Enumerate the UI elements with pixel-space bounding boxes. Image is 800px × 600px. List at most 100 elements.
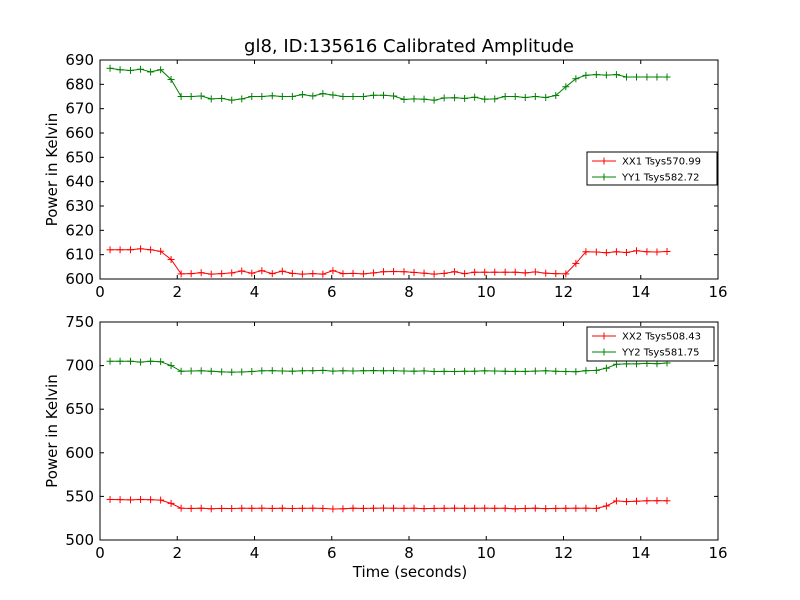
data-point (380, 367, 388, 375)
data-point (501, 367, 509, 375)
x-tick-label: 4 (250, 544, 260, 562)
data-point (137, 65, 145, 73)
data-point (187, 367, 195, 375)
data-point (491, 504, 499, 512)
data-point (380, 504, 388, 512)
data-point (440, 504, 448, 512)
data-point (380, 268, 388, 276)
data-point (329, 267, 337, 275)
x-tick-label: 6 (327, 544, 337, 562)
legend-label: XX2 Tsys508.43 (622, 332, 701, 343)
legend-item: YY1 Tsys582.72 (592, 173, 700, 184)
data-point (268, 270, 276, 278)
data-point (319, 90, 327, 98)
y-axis-label: Power in Kelvin (43, 374, 61, 488)
data-point (420, 269, 428, 277)
data-point (410, 504, 418, 512)
data-point (106, 246, 114, 254)
y-tick-label: 670 (65, 100, 94, 118)
data-point (248, 93, 256, 100)
data-point (258, 93, 266, 100)
y-tick-label: 680 (65, 75, 94, 93)
data-point (339, 270, 347, 278)
data-point (258, 504, 266, 512)
data-point (207, 505, 215, 513)
data-point (309, 270, 317, 278)
data-point (511, 268, 519, 276)
data-point (218, 504, 226, 512)
data-point (633, 247, 641, 255)
data-point (542, 93, 550, 101)
data-point (349, 269, 357, 277)
data-point (400, 268, 408, 276)
data-point (572, 75, 580, 83)
data-point (440, 94, 448, 102)
data-point (116, 496, 124, 504)
y-axis-label: Power in Kelvin (43, 113, 61, 227)
legend-label: YY1 Tsys582.72 (621, 173, 700, 184)
data-point (491, 268, 499, 276)
data-point (552, 92, 560, 100)
data-point (461, 504, 469, 512)
chart-top: 0 2 4 6 8 10 12 14 16 600 610 620 630 640 650 660 670 680… (43, 51, 728, 301)
y-tick-label: 600 (65, 270, 94, 288)
data-point (359, 270, 367, 278)
data-point (319, 270, 327, 278)
data-point (268, 92, 276, 100)
data-point (127, 357, 135, 365)
data-point (309, 504, 317, 512)
data-point (116, 246, 124, 254)
data-point (521, 93, 529, 101)
data-point (592, 504, 600, 512)
data-point (288, 269, 296, 277)
y-tick-label: 600 (65, 444, 94, 462)
data-point (197, 269, 205, 277)
data-point (461, 270, 469, 278)
data-point (258, 367, 266, 375)
legend-label: XX1 Tsys570.99 (622, 157, 701, 168)
data-point (177, 504, 185, 512)
data-point (238, 368, 246, 376)
data-point (127, 246, 135, 254)
data-point (228, 368, 236, 376)
data-point (207, 95, 215, 103)
data-point (400, 367, 408, 375)
x-tick-label: 10 (477, 283, 496, 301)
data-point (106, 357, 114, 365)
data-point (349, 367, 357, 375)
data-point (390, 367, 398, 375)
figure-title: gl8, ID:135616 Calibrated Amplitude (244, 36, 574, 57)
data-point (461, 367, 469, 375)
data-point (400, 95, 408, 103)
data-point (298, 367, 306, 375)
data-point (633, 73, 641, 81)
data-point (643, 73, 651, 81)
data-point (167, 256, 175, 264)
data-point (309, 367, 317, 375)
data-point (663, 497, 671, 505)
data-point (288, 93, 296, 100)
data-point (542, 269, 550, 277)
legend-item: YY2 Tsys581.75 (592, 348, 700, 359)
data-point (369, 504, 377, 512)
data-point (137, 245, 145, 253)
data-point (410, 268, 418, 276)
data-point (228, 269, 236, 277)
data-point (440, 367, 448, 375)
x-tick-label: 12 (554, 283, 573, 301)
data-point (612, 71, 620, 79)
data-point (157, 496, 165, 504)
legend-box (586, 326, 715, 362)
x-tick-label: 16 (708, 283, 727, 301)
data-point (451, 368, 459, 376)
data-point (622, 73, 630, 81)
data-point (552, 367, 560, 375)
data-point (562, 368, 570, 376)
data-point (106, 64, 114, 72)
data-point (116, 357, 124, 365)
data-point (187, 270, 195, 278)
y-tick-label: 690 (65, 51, 94, 69)
data-point (248, 504, 256, 512)
data-point (582, 367, 590, 375)
x-tick-label: 2 (172, 544, 182, 562)
